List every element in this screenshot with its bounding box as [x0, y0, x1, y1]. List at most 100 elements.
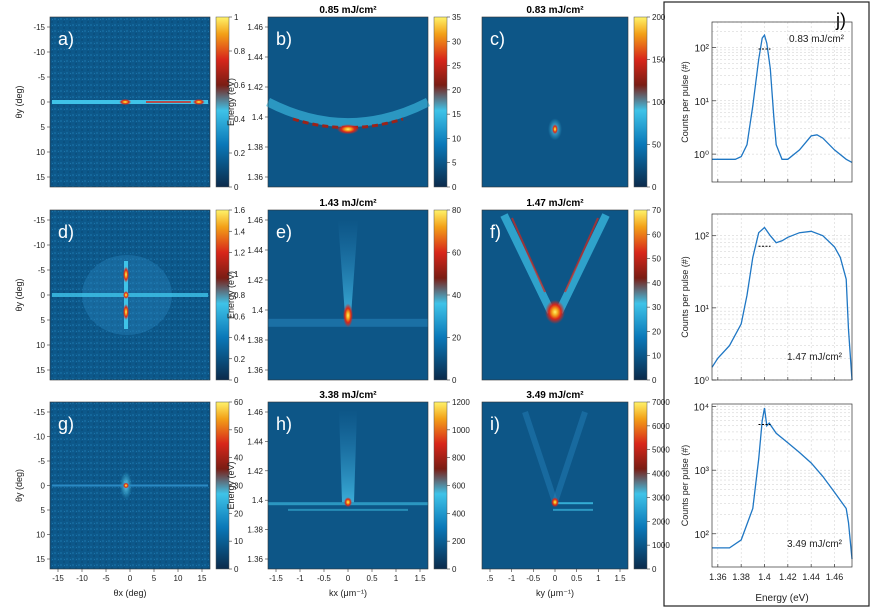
colorbar-tick-label: 60: [234, 398, 243, 407]
colorbar: [215, 16, 230, 188]
x-axis-label: Energy (eV): [755, 593, 808, 604]
colorbar: [633, 401, 648, 570]
y-tick-label: 1.4: [252, 496, 264, 505]
x-tick-label: 1.5: [614, 574, 626, 583]
y-tick-label: 10⁰: [694, 376, 709, 387]
condensate-spot: [344, 497, 352, 508]
x-tick-label: -1: [296, 574, 304, 583]
colorbar-tick-label: 1.6: [234, 206, 246, 215]
colorbar-tick-label: 0: [652, 183, 657, 192]
colorbar-tick-label: 400: [452, 509, 466, 518]
hot-spot: [123, 304, 129, 320]
colorbar-tick-label: 10: [234, 537, 243, 546]
panel-label: h): [276, 414, 292, 434]
colorbar-tick-label: 1000: [452, 426, 470, 435]
y-tick-label: 1.36: [247, 366, 263, 375]
x-tick-label: 1.5: [414, 574, 426, 583]
colorbar-tick-label: 5: [452, 159, 457, 168]
colorbar-tick-label: 800: [452, 454, 466, 463]
x-tick-label: 15: [198, 574, 207, 583]
colorbar-tick-label: 1000: [652, 541, 670, 550]
colorbar-tick-label: 100: [652, 98, 666, 107]
y-tick-label: 1.4: [252, 306, 264, 315]
colorbar-tick-label: 25: [452, 62, 461, 71]
y-tick-label: 10³: [695, 466, 710, 477]
y-axis-label: Energy (eV): [226, 461, 236, 509]
x-tick-label: -15: [52, 574, 64, 583]
colorbar-tick-label: 0: [452, 183, 457, 192]
panel-title: 0.83 mJ/cm²: [526, 5, 584, 16]
y-tick-label: 10: [36, 531, 45, 540]
colorbar-tick-label: 1.4: [234, 227, 246, 236]
y-axis-label: Counts per pulse (#): [680, 445, 690, 527]
colorbar-tick-label: 0.6: [234, 312, 246, 321]
y-tick-label: 1.46: [247, 408, 263, 417]
spectrum-j-middle: 10² 10¹ 10⁰ Counts per pulse (#) 1.47 mJ/cm²: [680, 213, 853, 387]
y-axis-label: Energy (eV): [226, 78, 236, 126]
y-tick-label: -5: [38, 73, 46, 82]
condensate-spot: [545, 300, 565, 324]
colorbar-tick-label: 0.2: [234, 149, 246, 158]
y-tick-label: 1.36: [247, 173, 263, 182]
colorbar-tick-label: 600: [452, 482, 466, 491]
y-tick-label: -15: [33, 216, 45, 225]
y-tick-label: 1.38: [247, 336, 263, 345]
colorbar-tick-label: 30: [652, 303, 661, 312]
hot-spot: [123, 482, 129, 489]
colorbar-tick-label: 5000: [652, 446, 670, 455]
y-tick-label: -5: [38, 457, 46, 466]
fluence-annotation: 3.49 mJ/cm²: [787, 539, 843, 550]
colorbar-tick-label: 2000: [652, 517, 670, 526]
colorbar-tick-label: 50: [652, 255, 661, 264]
heatmap-background: [482, 17, 628, 187]
spectrum-line: [712, 407, 853, 560]
colorbar-tick-label: 1200: [452, 398, 470, 407]
dispersion-band: [265, 97, 431, 128]
y-tick-label: 15: [36, 555, 45, 564]
colorbar-tick-label: 0.8: [234, 291, 246, 300]
heatmap-background: [482, 210, 628, 380]
panel-label: c): [490, 29, 505, 49]
x-tick-label: 0: [553, 574, 558, 583]
y-tick-label: 5: [41, 506, 46, 515]
y-tick-label: 0: [41, 98, 46, 107]
condensate-spot: [551, 497, 559, 508]
colorbar-tick-label: 0.2: [234, 355, 246, 364]
y-tick-label: 1.38: [247, 143, 263, 152]
colorbar: [433, 209, 448, 381]
y-tick-label: -15: [33, 23, 45, 32]
panel-d: d) 1.6 1.4 1.2 1 0.8 0.6 0.4 0.2 0 -15 -10 -5 0 5 10 15 θ…: [14, 206, 246, 385]
y-tick-label: 1.4: [252, 113, 264, 122]
y-tick-label: 15: [36, 173, 45, 182]
hot-spot: [192, 99, 205, 105]
v-branch-left: [500, 213, 555, 314]
colorbar-tick-label: 10: [652, 352, 661, 361]
colorbar-tick-label: 0: [452, 565, 457, 574]
axes-frame: [711, 21, 853, 183]
x-tick-label: 10: [174, 574, 183, 583]
y-tick-label: 1.42: [247, 83, 263, 92]
y-tick-label: 10¹: [695, 97, 710, 108]
colorbar-tick-label: 50: [652, 141, 661, 150]
colorbar-tick-label: 50: [234, 426, 243, 435]
panel-a: a) 1 0.8 0.6 0.4 0.2 0 -15 -10 -5 0 5 10 15 θy (deg): [14, 13, 246, 192]
panel-label: e): [276, 222, 292, 242]
heatmap-background: [268, 17, 428, 187]
x-tick-label: 1.44: [802, 572, 820, 582]
colorbar-tick-label: 70: [652, 206, 661, 215]
panel-label: j): [835, 10, 846, 30]
axes-frame: [481, 209, 629, 381]
spectrum-j-bottom: 10⁴ 10³ 10² Counts per pulse (#) 3.49 mJ/cm²…: [680, 403, 853, 582]
emission-line: [553, 508, 593, 511]
y-tick-label: 0: [41, 482, 46, 491]
colorbar-tick-label: 1.2: [234, 249, 246, 258]
y-tick-label: 10⁴: [694, 403, 709, 414]
hot-spot: [123, 266, 129, 283]
colorbar-tick-label: 0.6: [234, 81, 246, 90]
panel-c: c) 0.83 mJ/cm² 200 150 100 50 0: [481, 5, 666, 192]
heatmap-background: [482, 402, 628, 569]
axes-frame: [711, 213, 853, 381]
spectrum-line: [712, 33, 853, 163]
y-tick-label: 1.36: [247, 555, 263, 564]
